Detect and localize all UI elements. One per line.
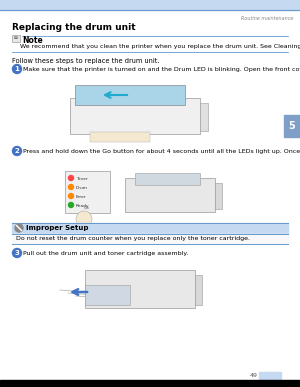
Text: 1: 1 — [15, 66, 20, 72]
Text: 3: 3 — [15, 250, 20, 256]
Bar — [55, 80, 230, 142]
Text: Drum: Drum — [76, 186, 88, 190]
Text: Ready: Ready — [76, 204, 90, 208]
Bar — [215, 183, 222, 209]
Bar — [125, 178, 215, 212]
Text: Do not reset the drum counter when you replace only the toner cartridge.: Do not reset the drum counter when you r… — [16, 236, 250, 241]
Bar — [90, 132, 150, 142]
Bar — [195, 275, 202, 305]
Circle shape — [68, 175, 74, 180]
Circle shape — [13, 65, 22, 74]
Bar — [135, 173, 200, 185]
Bar — [0, 0, 300, 10]
Text: Routine maintenance: Routine maintenance — [241, 16, 293, 21]
Text: Improper Setup: Improper Setup — [26, 225, 88, 231]
Text: 49: 49 — [250, 373, 258, 378]
Circle shape — [15, 224, 23, 232]
Bar — [12, 35, 20, 42]
Bar — [284, 115, 300, 137]
Text: Go: Go — [84, 206, 90, 210]
Bar — [85, 285, 130, 305]
Text: Follow these steps to replace the drum unit.: Follow these steps to replace the drum u… — [12, 58, 160, 64]
Circle shape — [68, 185, 74, 190]
Circle shape — [76, 211, 92, 227]
Text: Press and hold down the Go button for about 4 seconds until all the LEDs light u: Press and hold down the Go button for ab… — [23, 149, 300, 154]
Text: Error: Error — [76, 195, 86, 199]
Text: Pull out the drum unit and toner cartridge assembly.: Pull out the drum unit and toner cartrid… — [23, 251, 188, 256]
Circle shape — [68, 194, 74, 199]
Circle shape — [13, 147, 22, 156]
Text: Note: Note — [22, 36, 43, 45]
Text: Toner: Toner — [76, 177, 88, 181]
Circle shape — [68, 202, 74, 207]
Bar — [12, 223, 288, 234]
Bar — [85, 270, 195, 308]
Text: We recommend that you clean the printer when you replace the drum unit. See Clea: We recommend that you clean the printer … — [20, 44, 300, 49]
Bar — [0, 380, 300, 387]
Bar — [70, 98, 200, 134]
Text: Make sure that the printer is turned on and the Drum LED is blinking. Open the f: Make sure that the printer is turned on … — [23, 67, 300, 72]
Text: 2: 2 — [15, 148, 20, 154]
Bar — [60, 166, 225, 218]
Bar — [65, 171, 110, 213]
Text: 5: 5 — [289, 121, 296, 131]
Text: Replacing the drum unit: Replacing the drum unit — [12, 23, 136, 32]
Bar — [75, 85, 185, 105]
Bar — [65, 262, 220, 314]
Bar — [12, 234, 288, 244]
Circle shape — [13, 248, 22, 257]
Text: ✏: ✏ — [14, 36, 19, 41]
Bar — [200, 103, 208, 131]
Bar — [259, 372, 281, 379]
